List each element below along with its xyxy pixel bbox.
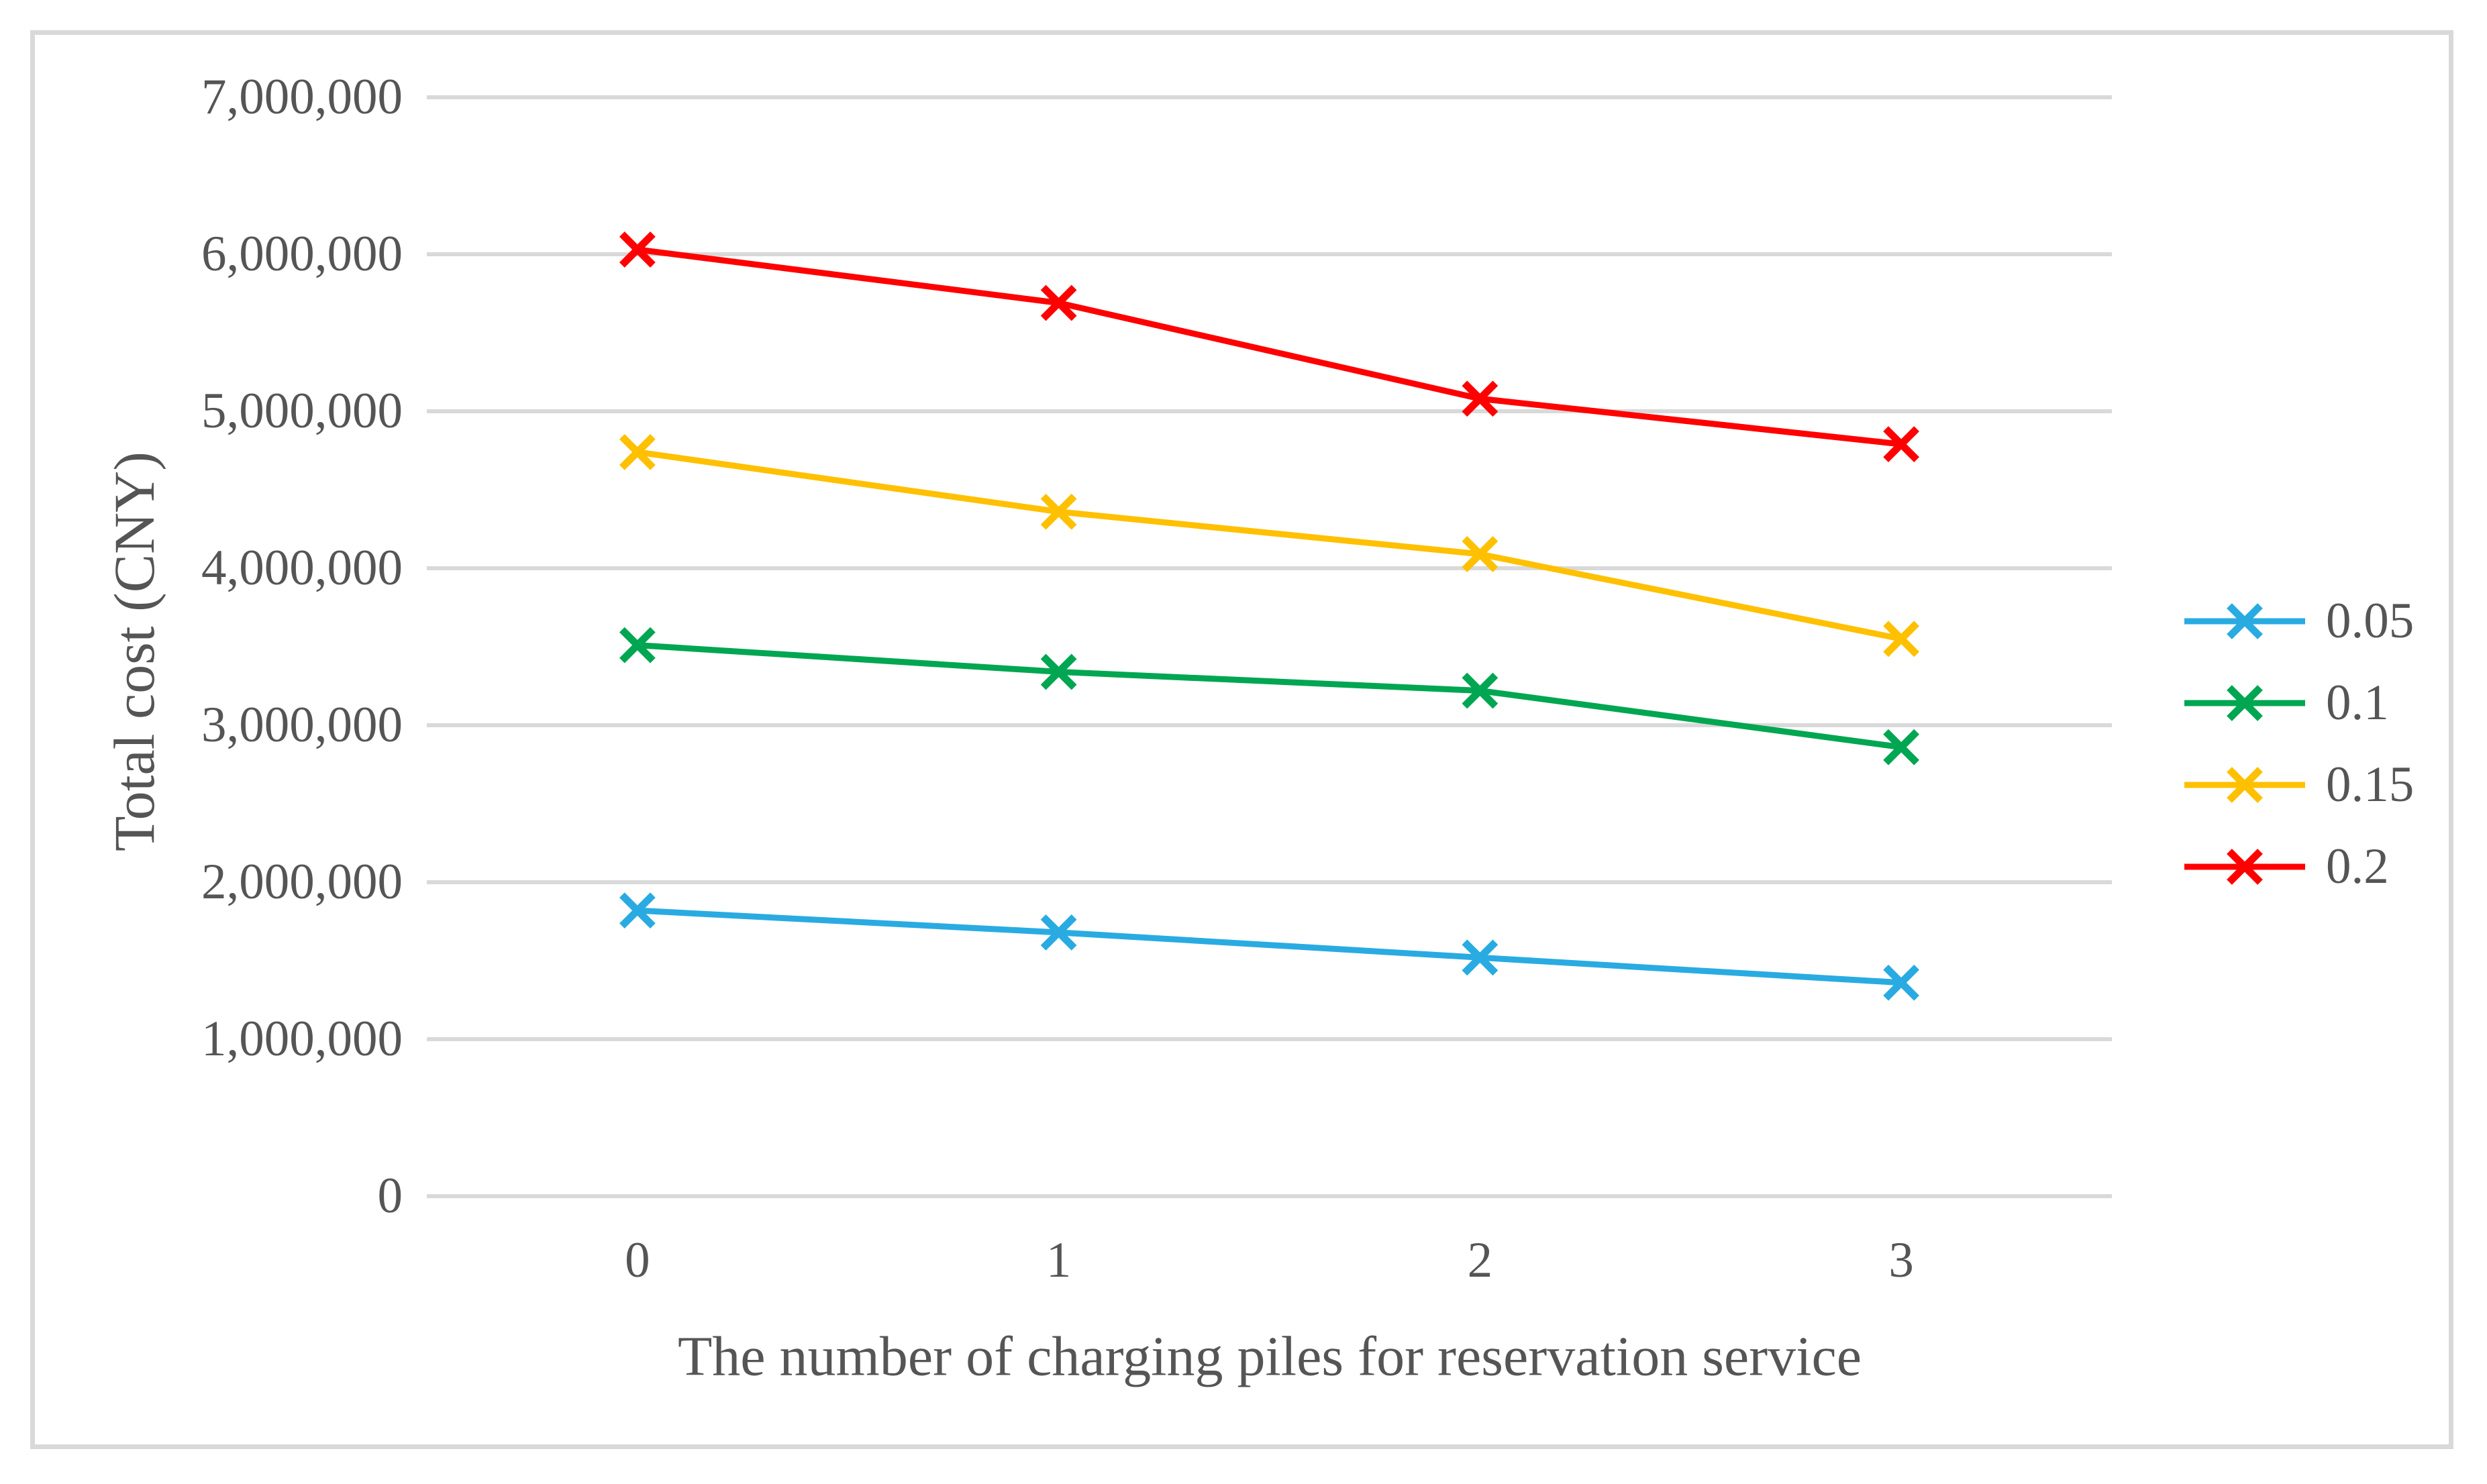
y-axis-title: Total cost (CNY) — [102, 452, 166, 851]
legend-line-x-marker-icon — [2184, 685, 2305, 721]
legend-swatch-stroke — [2227, 849, 2263, 885]
legend-swatch-stroke — [2227, 767, 2263, 803]
x-axis-title: The number of charging piles for reserva… — [677, 1325, 1862, 1388]
x-tick-label: 1 — [1046, 1232, 1072, 1288]
x-marker — [1883, 426, 1920, 463]
x-marker — [1462, 939, 1499, 976]
x-marker — [1883, 964, 1920, 1001]
legend-label: 0.15 — [2326, 757, 2415, 812]
y-tick-label: 6,000,000 — [201, 226, 403, 282]
x-marker — [619, 627, 656, 664]
series-line-0.1 — [637, 642, 1902, 751]
legend-line-x-marker-icon — [2184, 767, 2305, 803]
x-marker — [1462, 536, 1499, 572]
y-tick-label: 3,000,000 — [201, 697, 403, 753]
x-marker — [1040, 914, 1077, 951]
x-marker — [1040, 284, 1077, 321]
x-tick-label: 3 — [1888, 1232, 1914, 1288]
x-tick-label: 2 — [1467, 1232, 1493, 1288]
x-marker — [619, 892, 656, 929]
x-marker — [1040, 653, 1077, 690]
series-line-0.15 — [637, 449, 1902, 642]
x-marker — [1040, 493, 1077, 530]
legend-item-0.2: 0.2 — [2182, 833, 2389, 900]
legend-label: 0.1 — [2326, 675, 2389, 731]
y-tick-label: 7,000,000 — [201, 69, 403, 125]
legend-label: 0.2 — [2326, 839, 2389, 894]
x-marker — [619, 433, 656, 470]
legend-line-x-marker-icon — [2184, 849, 2305, 885]
y-tick-label: 2,000,000 — [201, 854, 403, 910]
legend-swatch-stroke — [2227, 685, 2263, 721]
series-line-0.2 — [637, 246, 1902, 447]
legend-item-0.15: 0.15 — [2182, 751, 2414, 818]
legend-item-0.05: 0.05 — [2182, 588, 2414, 655]
x-marker — [1883, 621, 1920, 657]
y-tick-label: 1,000,000 — [201, 1011, 403, 1067]
legend-item-0.1: 0.1 — [2182, 670, 2389, 737]
x-marker — [1462, 672, 1499, 709]
x-tick-label: 0 — [625, 1232, 650, 1288]
x-marker — [1883, 729, 1920, 765]
x-marker — [1462, 380, 1499, 417]
y-tick-label: 4,000,000 — [201, 540, 403, 596]
legend-swatch-stroke — [2227, 603, 2263, 639]
series-line-0.05 — [637, 907, 1902, 986]
legend-line-x-marker-icon — [2184, 603, 2305, 639]
y-tick-label: 0 — [377, 1168, 403, 1224]
x-marker — [619, 231, 656, 268]
y-tick-label: 5,000,000 — [201, 383, 403, 439]
legend-label: 0.05 — [2326, 593, 2415, 649]
